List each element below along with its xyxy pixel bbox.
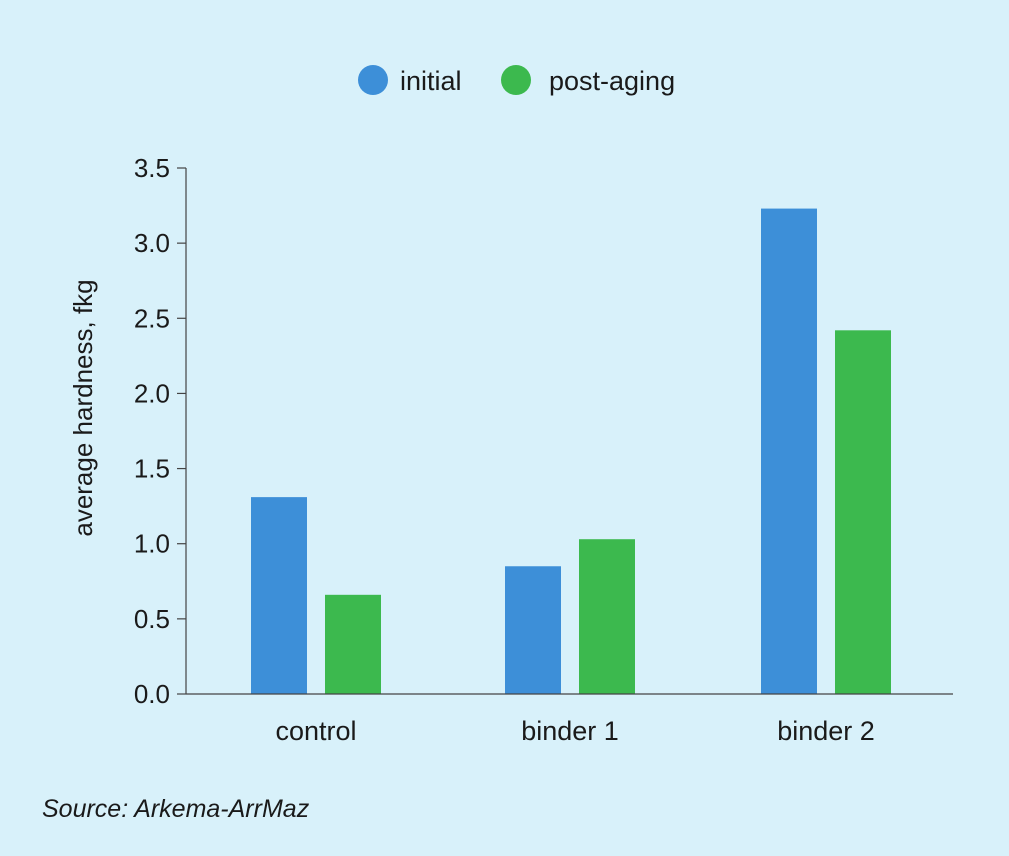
y-axis-title-group: average hardness, fkg: [68, 279, 98, 536]
legend-item-initial: initial: [358, 65, 462, 96]
y-tick-label: 1.0: [134, 529, 170, 559]
y-tick-label: 1.5: [134, 454, 170, 484]
y-axis: 0.0 0.5 1.0 1.5 2.0 2.5 3.0 3.5: [134, 153, 187, 709]
x-axis: control binder 1 binder 2: [186, 693, 953, 746]
x-category-label: control: [275, 716, 356, 746]
bar-initial-binder-2: [761, 208, 817, 694]
legend-swatch: [358, 65, 388, 95]
legend-label: post-aging: [549, 66, 675, 96]
x-category-label: binder 2: [777, 716, 875, 746]
y-tick-label: 3.5: [134, 153, 170, 183]
bar-initial-control: [251, 497, 307, 694]
legend-label: initial: [400, 66, 462, 96]
bar-post-aging-binder-1: [579, 539, 635, 694]
y-tick-label: 0.5: [134, 604, 170, 634]
y-tick-label: 3.0: [134, 228, 170, 258]
bar-post-aging-control: [325, 594, 381, 694]
y-axis-title: average hardness, fkg: [68, 279, 98, 536]
y-tick-label: 2.0: [134, 378, 170, 408]
x-category-label: binder 1: [521, 716, 619, 746]
bar-post-aging-binder-2: [835, 330, 891, 694]
source-note: Source: Arkema-ArrMaz: [42, 795, 310, 823]
y-tick-label: 2.5: [134, 303, 170, 333]
legend-item-post-aging: post-aging: [501, 65, 675, 96]
legend-swatch: [501, 65, 531, 95]
bar-initial-binder-1: [505, 566, 561, 694]
y-tick-label: 0.0: [134, 679, 170, 709]
chart-legend: initial post-aging: [358, 65, 675, 96]
bars: [251, 208, 891, 694]
